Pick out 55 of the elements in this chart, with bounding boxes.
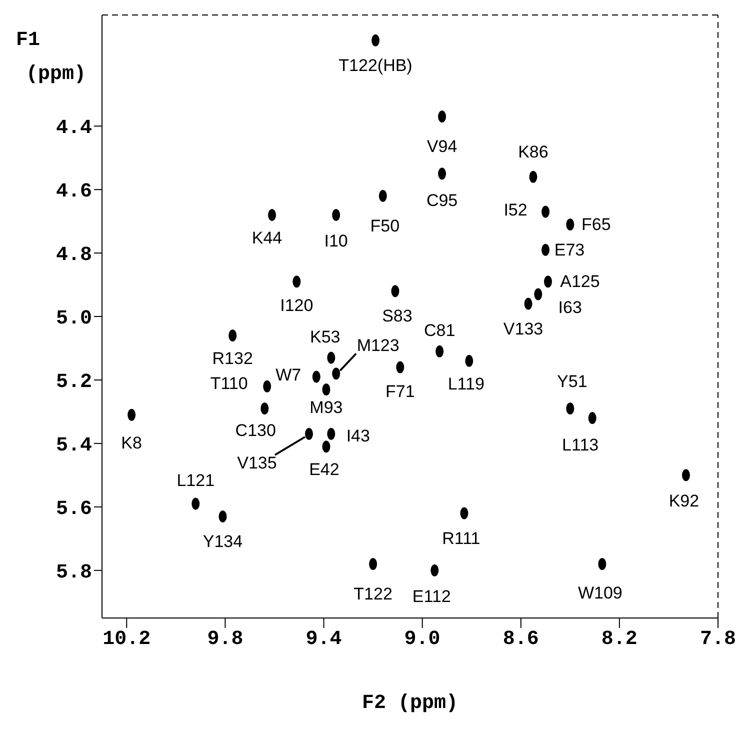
x-tick-label: 9.0 — [404, 628, 440, 652]
annotation: K44 — [252, 228, 282, 248]
annotation: W109 — [578, 584, 622, 603]
annotation: L121 — [176, 471, 215, 490]
y-tick-label: 5.4 — [56, 434, 92, 458]
annotation: A125 — [560, 272, 600, 292]
annotation: V94 — [426, 137, 458, 156]
x-tick-label: 9.8 — [207, 628, 244, 652]
annotation: L119 — [448, 374, 484, 394]
annotation: I10 — [324, 231, 348, 250]
y-tick-label: 5.8 — [56, 561, 92, 584]
annotation: S83 — [382, 306, 412, 326]
annotation: E73 — [554, 240, 585, 260]
annotation: Y51 — [557, 372, 588, 392]
y-axis-title: F1 (ppm) — [16, 29, 86, 86]
annotation: K8 — [121, 433, 142, 452]
annotation: F50 — [370, 216, 400, 236]
annotation: K53 — [310, 327, 340, 346]
annotation: L113 — [562, 436, 599, 455]
annotation: M123 — [356, 336, 400, 356]
annotation: E112 — [412, 586, 451, 606]
annotation: I120 — [280, 296, 314, 316]
annotation: I43 — [346, 426, 370, 446]
annotation: R132 — [212, 349, 253, 368]
annotation: T122 — [354, 584, 392, 604]
annotation: Y134 — [202, 532, 243, 551]
annotation: F71 — [385, 382, 415, 401]
x-axis-title: F2 (ppm) — [362, 692, 458, 715]
annotation: W7 — [276, 365, 302, 384]
annotation: R111 — [442, 528, 480, 548]
x-tick-label: 8.2 — [601, 628, 638, 652]
annotation: K86 — [518, 142, 548, 162]
x-tick-label: 8.6 — [502, 628, 539, 652]
y-tick-label: 5.6 — [56, 498, 92, 522]
x-tick-label: 9.4 — [306, 628, 342, 652]
annotation: F65 — [582, 214, 611, 234]
annotation: V133 — [503, 319, 544, 338]
y-tick-label: 5.2 — [56, 371, 92, 394]
annotation: K92 — [668, 492, 700, 511]
annotation: C95 — [426, 191, 458, 210]
annotation: V135 — [237, 453, 277, 472]
y-tick-label: 4.6 — [56, 180, 92, 204]
x-tick-label: 7.8 — [700, 628, 736, 652]
annotation: I52 — [504, 200, 528, 220]
annotation: E42 — [309, 460, 340, 480]
annotation: T110 — [210, 374, 248, 393]
y-tick-label: 4.4 — [56, 117, 92, 140]
y-tick-label: 5.0 — [56, 308, 92, 331]
annotation: M93 — [310, 398, 343, 417]
annotation: C81 — [424, 320, 456, 340]
x-tick-label: 10.2 — [102, 628, 151, 652]
annotation: I63 — [558, 298, 582, 317]
annotation: T122(HB) — [338, 56, 412, 75]
annotation: C130 — [235, 421, 276, 440]
y-tick-label: 4.8 — [56, 244, 92, 268]
